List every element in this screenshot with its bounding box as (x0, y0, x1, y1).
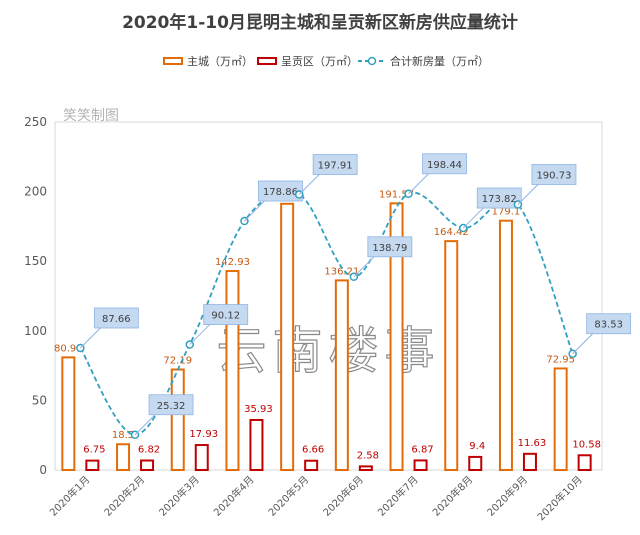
y-tick-label: 150 (24, 254, 47, 268)
x-tick-label: 2020年2月 (101, 473, 147, 519)
legend-label-total: 合计新房量（万㎡） (390, 55, 489, 68)
y-tick-label: 200 (24, 185, 47, 199)
legend-swatch-total (358, 56, 386, 66)
x-tick-label: 2020年4月 (211, 473, 257, 519)
bar-chenggong (358, 465, 373, 471)
bar-main-city (225, 270, 240, 471)
data-label-chenggong: 6.75 (83, 445, 105, 456)
data-label-main-city: 72.19 (163, 356, 192, 367)
x-tick-label: 2020年6月 (320, 473, 366, 519)
callout-box-total (93, 307, 139, 329)
bar-main-city (61, 356, 76, 472)
data-label-chenggong: 11.63 (518, 438, 547, 449)
callout-box-total (367, 236, 413, 258)
bar-main-city (498, 219, 513, 471)
callout-leader-total (517, 184, 539, 205)
callout-box-total (531, 164, 577, 185)
data-label-chenggong: 17.93 (189, 429, 218, 440)
bar-main-city (116, 443, 131, 471)
callout-leader-total (353, 256, 375, 278)
data-label-total: 197.91 (318, 161, 353, 172)
callout-box-total (586, 313, 632, 335)
data-label-total: 173.82 (482, 194, 517, 205)
x-tick-label: 2020年8月 (430, 473, 476, 519)
data-label-chenggong: 6.87 (411, 444, 433, 455)
callout-leader-total (572, 333, 594, 355)
bar-chenggong (468, 455, 483, 471)
data-label-total: 90.12 (211, 311, 240, 322)
x-tick-label: 2020年7月 (375, 473, 421, 519)
data-label-main-city: 191.57 (379, 189, 414, 200)
data-label-chenggong: 9.4 (469, 441, 485, 452)
bar-main-city (280, 202, 295, 471)
plot-frame (54, 121, 603, 471)
data-label-main-city: 80.91 (54, 343, 83, 354)
callout-leader-total (462, 207, 484, 229)
x-tick-label: 2020年1月 (47, 473, 93, 519)
data-label-main-city: 142.93 (215, 257, 250, 268)
legend-label-chenggong: 呈贡区（万㎡） (281, 55, 358, 68)
bar-chenggong (577, 454, 592, 472)
legend-swatch-chenggong (257, 57, 277, 65)
data-label-total: 190.73 (536, 171, 571, 182)
bar-main-city (334, 279, 349, 472)
bar-chenggong (522, 452, 537, 471)
data-label-chenggong: 35.93 (244, 404, 273, 415)
bar-main-city (170, 368, 185, 471)
data-label-total: 198.44 (427, 160, 462, 171)
data-label-total: 25.32 (157, 401, 186, 412)
data-label-total: 87.66 (102, 314, 131, 325)
x-tick-label: 2020年5月 (265, 473, 311, 519)
data-label-total: 83.53 (594, 320, 623, 331)
data-label-chenggong: 6.82 (138, 445, 160, 456)
data-label-main-city: 72.95 (546, 354, 575, 365)
watermark-corner: 笑笑制图 (63, 108, 119, 124)
data-label-main-city: 164.42 (434, 227, 469, 238)
y-tick-label: 250 (24, 115, 47, 129)
legend-item-chenggong: 呈贡区（万㎡） (257, 53, 358, 69)
data-label-main-city: 18.5 (112, 430, 134, 441)
legend-item-total: 合计新房量（万㎡） (358, 53, 489, 69)
bar-main-city (389, 202, 404, 471)
x-tick-label: 2020年3月 (156, 473, 202, 519)
chart-title: 2020年1-10月昆明主城和呈贡新区新房供应量统计 (122, 13, 518, 33)
bar-chenggong (249, 418, 264, 472)
x-tick-label: 2020年9月 (484, 473, 530, 519)
callout-box-total (476, 187, 522, 209)
bar-chenggong (194, 444, 209, 472)
watermark-center: 云南楼事 (217, 322, 441, 380)
y-tick-label: 50 (32, 393, 47, 407)
callout-leader-total (298, 174, 320, 195)
callout-box-total (203, 304, 249, 325)
data-label-total: 138.79 (372, 243, 407, 254)
callout-box-total (422, 153, 467, 175)
legend-item-main-city: 主城（万㎡） (163, 53, 253, 69)
bar-chenggong (85, 459, 100, 472)
bar-main-city (553, 367, 568, 472)
callout-leader-total (244, 200, 265, 222)
legend: 主城（万㎡） 呈贡区（万㎡） 合计新房量（万㎡） (0, 53, 640, 71)
data-label-main-city: 179.1 (492, 207, 521, 218)
data-label-total: 178.86 (263, 187, 298, 198)
callout-leader-total (408, 173, 429, 195)
callout-box-total (312, 154, 358, 175)
x-tick-label: 2020年10月 (534, 473, 584, 523)
callout-leader-total (134, 414, 156, 436)
legend-label-main-city: 主城（万㎡） (187, 55, 253, 68)
callout-leader-total (79, 327, 101, 349)
y-tick-label: 0 (39, 463, 47, 477)
bar-chenggong (304, 459, 319, 471)
data-label-chenggong: 6.66 (302, 445, 324, 456)
callout-leader-total (189, 324, 211, 345)
callout-box-total (148, 394, 194, 416)
legend-swatch-main-city (163, 57, 183, 65)
y-tick-label: 100 (24, 324, 47, 338)
data-label-chenggong: 10.58 (572, 439, 601, 450)
bar-chenggong (413, 459, 428, 471)
bar-main-city (444, 240, 459, 471)
data-label-chenggong: 2.58 (357, 450, 379, 461)
data-label-main-city: 136.21 (324, 266, 359, 277)
bar-chenggong (140, 459, 155, 472)
